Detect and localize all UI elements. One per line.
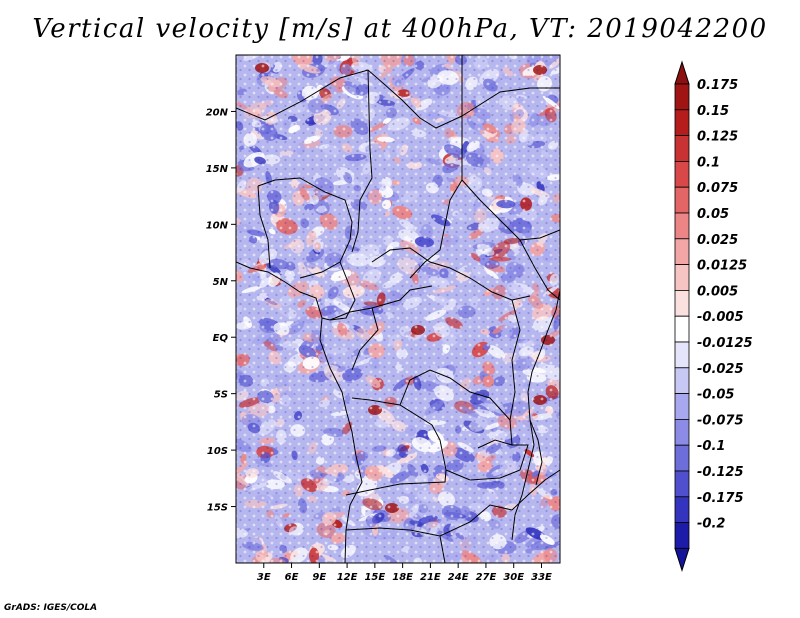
colorbar-swatch (674, 315, 690, 343)
lon-tick-label: 30E (503, 572, 524, 583)
border-botswana (439, 535, 446, 563)
lat-tick-label: 5N (213, 277, 229, 288)
latitude-axis: 20N 15N 10N 5N EQ 5S 10S 15S (206, 107, 236, 514)
lon-tick-label: 33E (531, 572, 552, 583)
colorbar-label: -0.075 (697, 413, 744, 428)
colorbar-swatch (674, 522, 690, 549)
plot-frame (235, 54, 561, 564)
colorbar-label: -0.175 (697, 491, 744, 506)
lon-tick-label: 21E (420, 572, 441, 583)
colorbar-label: 0.0125 (697, 259, 747, 274)
lon-tick-label: 18E (392, 572, 413, 583)
border-nigeria (257, 177, 353, 279)
colorbar-swatch (674, 289, 690, 317)
colorbar-label: 0.005 (697, 284, 738, 299)
colorbar-swatch (674, 444, 690, 472)
colorbar-label: 0.125 (697, 130, 738, 145)
colorbar-swatch (674, 367, 690, 394)
colorbar-bottom-cap (674, 547, 690, 573)
country-borders (236, 55, 560, 563)
lat-tick-label: EQ (213, 333, 229, 344)
longitude-axis: 3E 6E 9E 12E 15E 18E 21E 24E 27E 30E 33E (257, 563, 552, 583)
border-egypt-libya (461, 55, 560, 117)
border-drc-east (509, 299, 521, 446)
colorbar-swatch (674, 186, 690, 214)
border-ethiopia (519, 239, 560, 301)
grads-credit: GrADS: IGES/COLA (4, 603, 98, 613)
colorbar-label: -0.125 (697, 465, 744, 480)
border-congo (371, 285, 433, 309)
colorbar-label: 0.025 (697, 233, 738, 248)
colorbar-top-cap (674, 60, 690, 85)
lat-tick-label: 15S (207, 503, 228, 514)
border-zambia (445, 439, 529, 481)
border-south-sudan (461, 179, 560, 241)
coastline (236, 261, 363, 563)
lat-tick-label: 15N (206, 164, 229, 175)
lon-tick-label: 12E (337, 572, 358, 583)
colorbar-label: 0.175 (697, 78, 738, 93)
colorbar-swatch (674, 238, 690, 266)
lon-tick-label: 24E (448, 572, 469, 583)
colorbar-label: -0.005 (697, 310, 744, 325)
colorbar-label: 0.075 (697, 181, 738, 196)
border-north (236, 55, 463, 129)
border-car (371, 247, 531, 301)
colorbar-swatch (674, 264, 690, 291)
lat-tick-label: 5S (214, 390, 228, 401)
colorbar: 0.175 0.15 0.125 0.1 0.075 0.05 0.025 0.0125 0.0… (674, 60, 753, 573)
lon-tick-label: 6E (285, 572, 299, 583)
colorbar-swatch (674, 83, 690, 111)
lat-tick-label: 10N (206, 220, 229, 231)
border-niger-chad (351, 69, 373, 253)
border-gabon-congo (329, 307, 379, 371)
colorbar-swatch (674, 470, 690, 498)
east-coastline (511, 289, 560, 541)
lon-tick-label: 3E (257, 572, 271, 583)
colorbar-label: -0.05 (697, 388, 734, 403)
lon-tick-label: 9E (312, 572, 326, 583)
colorbar-swatch (674, 160, 690, 188)
border-angola (345, 397, 447, 496)
colorbar-label: 0.15 (697, 104, 729, 119)
colorbar-label: -0.2 (697, 517, 725, 532)
map-title: Vertical velocity [m/s] at 400hPa, VT: 2… (32, 14, 768, 44)
lon-tick-label: 15E (364, 572, 385, 583)
vertical-velocity-field (235, 54, 561, 564)
lat-tick-label: 10S (207, 446, 228, 457)
colorbar-label: 0.1 (697, 155, 720, 170)
field-texture (236, 55, 560, 563)
colorbar-swatch (674, 418, 690, 446)
border-drc-angola (399, 369, 511, 421)
lon-tick-label: 27E (476, 572, 497, 583)
colorbar-swatch (674, 393, 690, 420)
colorbar-swatch (674, 109, 690, 137)
lat-tick-label: 20N (206, 107, 229, 118)
border-cameroon (321, 261, 356, 321)
border-benin (257, 185, 271, 269)
colorbar-swatch (674, 341, 690, 369)
colorbar-label: -0.1 (697, 439, 725, 454)
colorbar-swatch (674, 135, 690, 162)
colorbar-label: -0.025 (697, 362, 744, 377)
border-mozambique (511, 469, 560, 511)
colorbar-label: 0.05 (697, 207, 729, 222)
colorbar-swatch (674, 496, 690, 523)
colorbar-label: -0.0125 (697, 336, 753, 351)
colorbar-swatch (674, 212, 690, 240)
border-malawi (529, 419, 543, 486)
